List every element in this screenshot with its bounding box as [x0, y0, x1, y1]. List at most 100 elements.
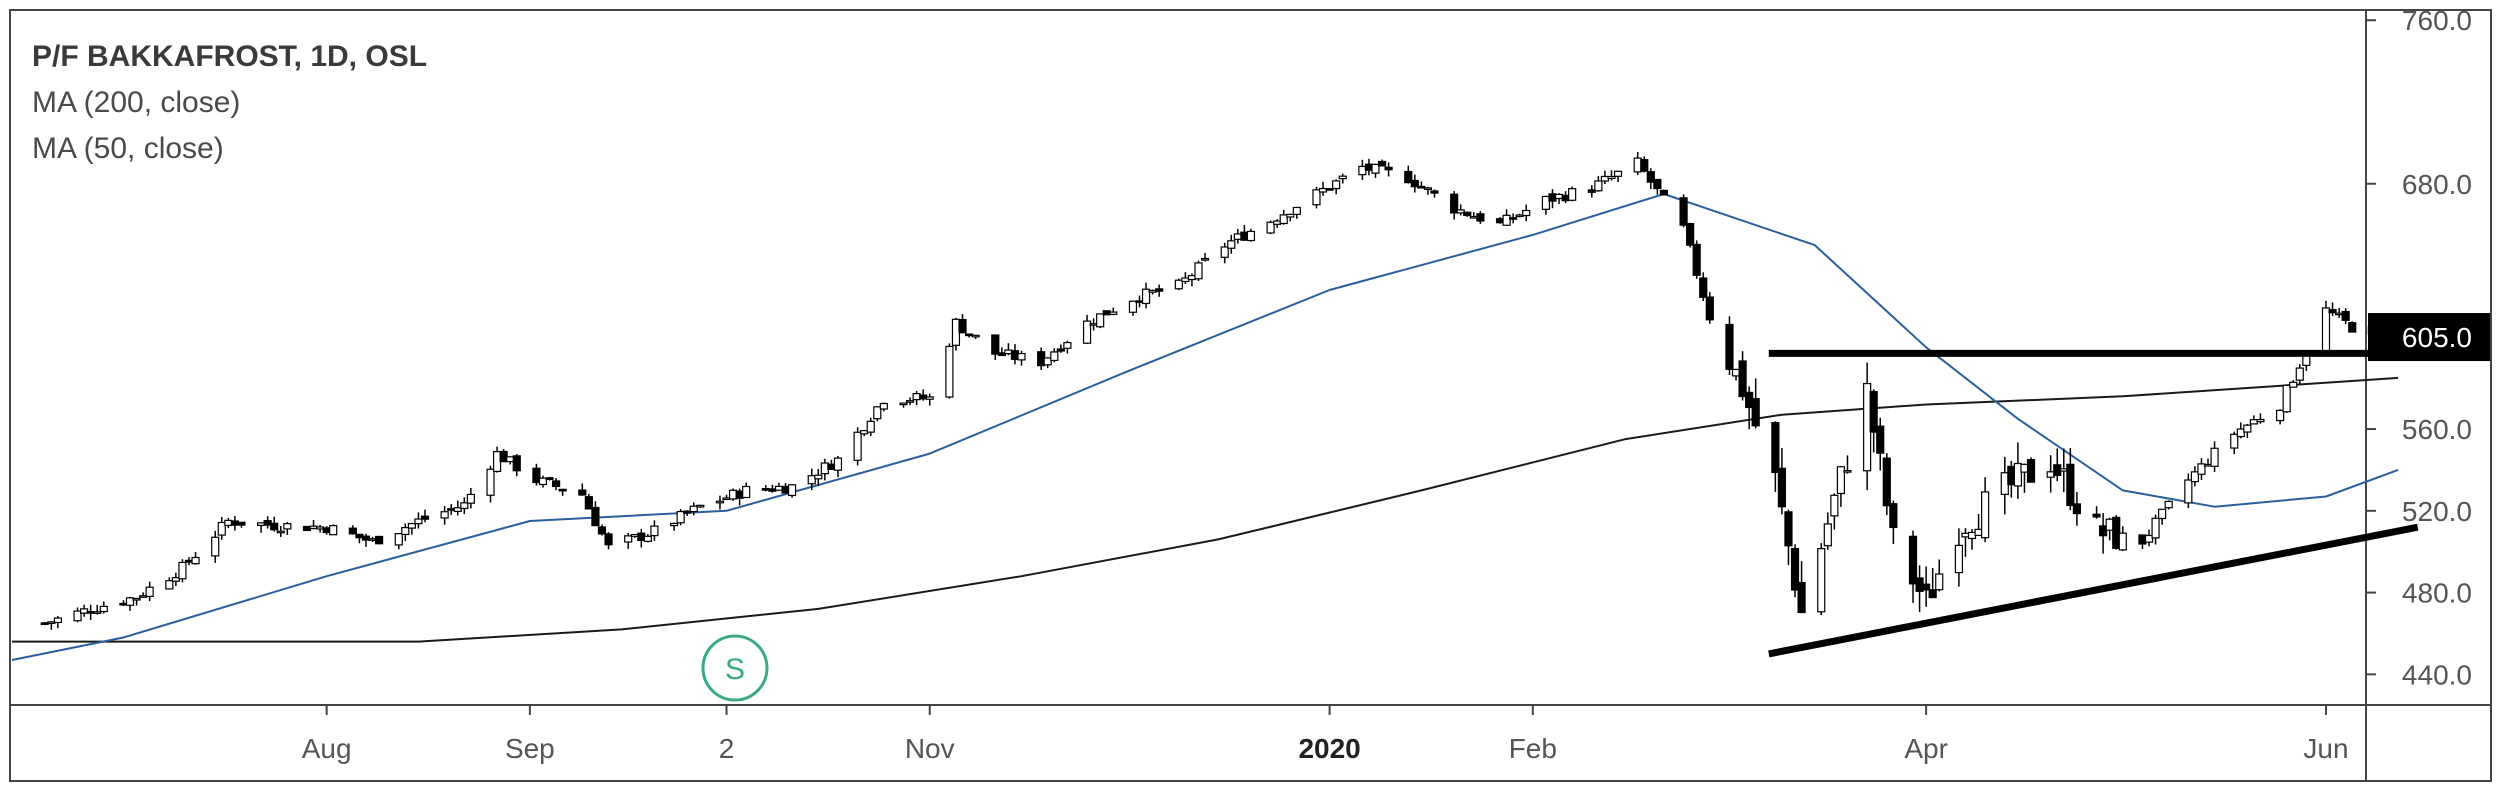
ma200-line[interactable]: [12, 376, 2399, 643]
candle[interactable]: [1096, 313, 1105, 329]
candle[interactable]: [787, 484, 797, 498]
candle[interactable]: [1082, 314, 1092, 344]
candle[interactable]: [2099, 513, 2108, 554]
candle[interactable]: [1784, 509, 1793, 566]
candle[interactable]: [1790, 544, 1800, 598]
candle[interactable]: [165, 577, 174, 590]
candle[interactable]: [1777, 448, 1787, 515]
candle[interactable]: [2276, 409, 2285, 425]
candle[interactable]: [276, 526, 285, 537]
candle[interactable]: [853, 427, 862, 466]
candle[interactable]: [2151, 514, 2160, 545]
candle[interactable]: [191, 552, 200, 565]
candle[interactable]: [879, 402, 888, 412]
candle[interactable]: [538, 475, 548, 488]
candle[interactable]: [945, 343, 954, 399]
time-axis[interactable]: [9, 704, 2367, 782]
candle[interactable]: [1751, 378, 1760, 429]
candle[interactable]: [1043, 357, 1052, 369]
candle[interactable]: [1725, 316, 1734, 375]
candle[interactable]: [1017, 350, 1026, 366]
candle[interactable]: [1495, 217, 1505, 224]
candle[interactable]: [53, 615, 62, 629]
candle[interactable]: [696, 504, 705, 508]
candle[interactable]: [407, 522, 416, 535]
candle[interactable]: [2190, 466, 2199, 487]
candle[interactable]: [925, 393, 934, 406]
candle[interactable]: [1384, 162, 1393, 177]
candle[interactable]: [604, 532, 613, 550]
candle[interactable]: [558, 488, 567, 496]
candle[interactable]: [1922, 566, 1931, 607]
candle[interactable]: [1063, 340, 1072, 354]
candle[interactable]: [1141, 282, 1151, 309]
candle[interactable]: [578, 483, 587, 496]
candle[interactable]: [551, 477, 561, 491]
candle[interactable]: [2236, 422, 2245, 439]
candle[interactable]: [1404, 165, 1413, 184]
candle[interactable]: [237, 521, 246, 528]
candle[interactable]: [1594, 175, 1603, 192]
candle[interactable]: [2197, 458, 2206, 480]
candle[interactable]: [1705, 292, 1714, 324]
candle[interactable]: [2184, 473, 2193, 509]
candle[interactable]: [814, 468, 823, 487]
candle[interactable]: [1876, 417, 1885, 471]
candle[interactable]: [348, 525, 357, 535]
candle[interactable]: [1279, 209, 1288, 225]
candle[interactable]: [905, 397, 915, 405]
ma50-legend[interactable]: MA (50, close): [32, 132, 224, 165]
candle[interactable]: [1817, 543, 1826, 616]
candle[interactable]: [1935, 559, 1944, 592]
candle[interactable]: [1509, 213, 1518, 224]
candle[interactable]: [1056, 344, 1065, 353]
candle[interactable]: [1699, 272, 1708, 301]
candle[interactable]: [1502, 209, 1511, 226]
candle[interactable]: [512, 454, 521, 477]
candle[interactable]: [1246, 228, 1256, 242]
ma200-legend[interactable]: MA (200, close): [32, 86, 241, 119]
candle[interactable]: [2066, 447, 2075, 511]
candle[interactable]: [1200, 252, 1210, 262]
candle[interactable]: [2112, 515, 2121, 550]
candle[interactable]: [394, 533, 403, 550]
candle[interactable]: [361, 533, 371, 547]
candle[interactable]: [1338, 173, 1347, 184]
candle[interactable]: [283, 521, 292, 536]
candle[interactable]: [302, 525, 312, 532]
candle[interactable]: [1430, 189, 1439, 198]
signal-circle[interactable]: [701, 634, 769, 702]
candle[interactable]: [1836, 466, 1846, 507]
candle[interactable]: [1292, 206, 1301, 219]
candle[interactable]: [1653, 178, 1662, 195]
candle[interactable]: [1410, 174, 1419, 193]
candle[interactable]: [2144, 529, 2154, 547]
candle[interactable]: [1325, 188, 1334, 191]
candle[interactable]: [597, 524, 607, 536]
candle[interactable]: [1869, 389, 1878, 453]
candle[interactable]: [866, 417, 875, 437]
candle[interactable]: [1692, 240, 1701, 279]
candle[interactable]: [689, 502, 698, 516]
candle[interactable]: [420, 509, 430, 523]
candle[interactable]: [669, 522, 679, 531]
candle[interactable]: [1312, 186, 1321, 209]
candle[interactable]: [1450, 191, 1459, 220]
candle[interactable]: [453, 500, 462, 516]
candle[interactable]: [1286, 213, 1295, 222]
signal-marker[interactable]: S: [701, 634, 769, 702]
candle[interactable]: [1771, 421, 1780, 492]
candle[interactable]: [1797, 561, 1806, 614]
candle[interactable]: [2348, 321, 2357, 333]
candle[interactable]: [1889, 500, 1898, 545]
candle[interactable]: [1659, 189, 1669, 196]
candle[interactable]: [584, 493, 593, 510]
candle[interactable]: [715, 495, 725, 510]
candle[interactable]: [1981, 477, 1990, 543]
candle[interactable]: [2295, 364, 2304, 384]
candle[interactable]: [1882, 453, 1891, 516]
candle[interactable]: [2243, 423, 2252, 439]
candle[interactable]: [1377, 159, 1387, 167]
candle[interactable]: [1928, 567, 1937, 599]
candle[interactable]: [211, 530, 220, 563]
